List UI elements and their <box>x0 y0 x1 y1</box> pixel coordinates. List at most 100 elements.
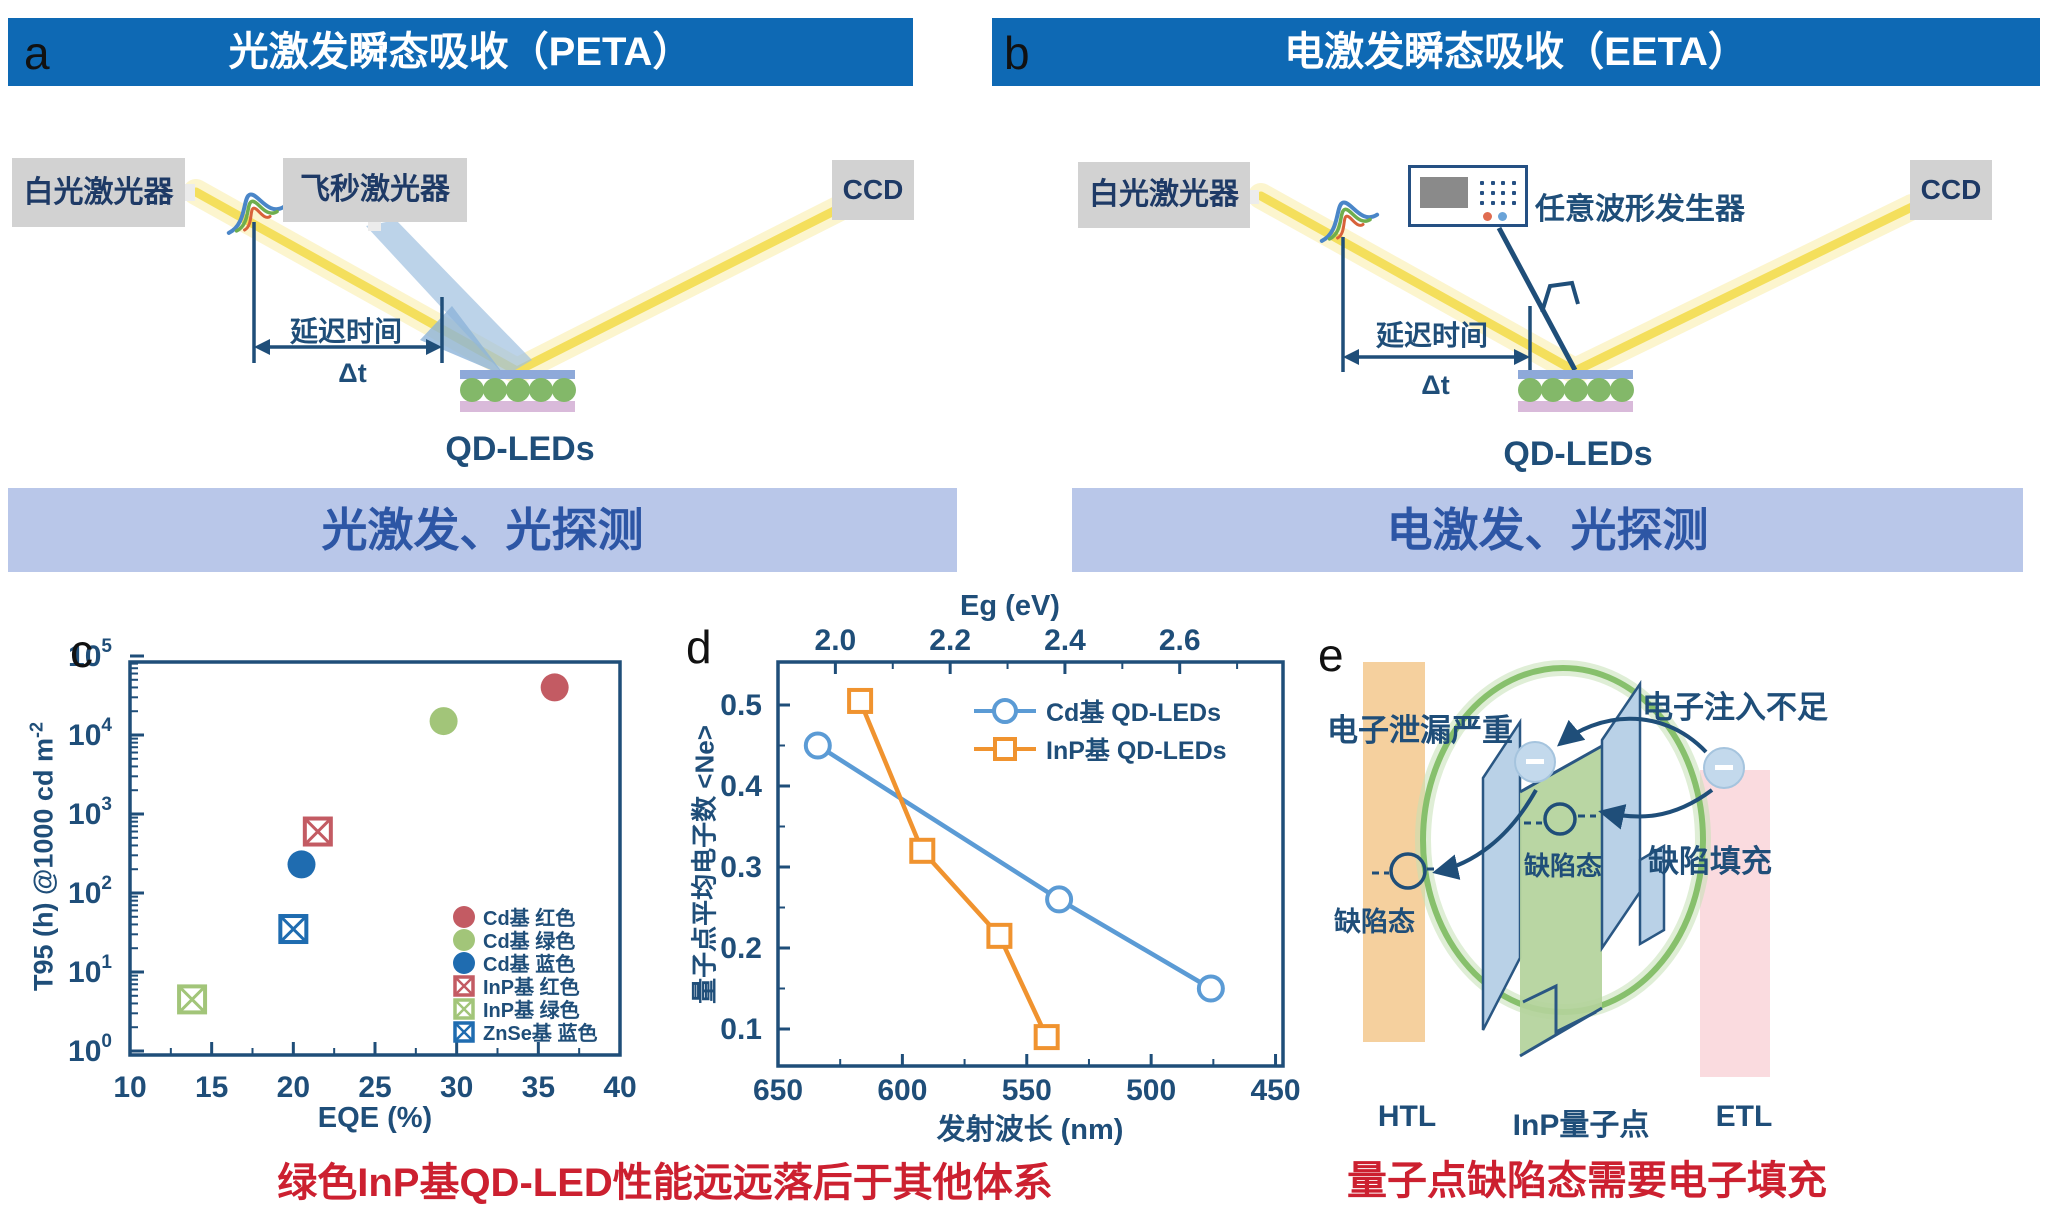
defect-filling-label: 缺陷填充 <box>1648 844 1772 879</box>
chart-d-xtick: 650 <box>753 1074 803 1107</box>
qd-led-label-b: QD-LEDs <box>1503 435 1653 473</box>
data-point <box>429 707 458 736</box>
awg-label: 任意波形发生器 <box>1535 193 1745 226</box>
data-line <box>858 700 1049 1039</box>
chart-d-top-tick: 2.4 <box>1044 624 1086 657</box>
legend-label: InP基 红色 <box>483 977 580 999</box>
ccd-box-b: CCD <box>1910 160 1992 220</box>
chart-c-ytick: 104 <box>68 715 112 752</box>
data-point <box>1045 885 1074 914</box>
chart-d-ytick: 0.5 <box>720 689 762 722</box>
delta-t-label-b: Δt <box>1421 370 1450 400</box>
chart-d-top-tick: 2.6 <box>1159 624 1201 657</box>
electron-leak-label: 电子泄漏严重 <box>1327 713 1513 748</box>
etl-bar <box>1700 770 1770 1077</box>
chart-c-xtick: 25 <box>358 1071 391 1104</box>
crossed-square-marker-icon <box>453 1020 475 1043</box>
white-laser-box-b: 白光激光器 <box>1078 162 1250 228</box>
legend-label: ZnSe基 蓝色 <box>483 1023 598 1045</box>
qd-led-dots-a <box>460 378 576 402</box>
circle-marker-icon <box>453 905 475 928</box>
chart-c-xtick: 15 <box>195 1071 228 1104</box>
chart-d-top-tick: 2.0 <box>815 624 857 657</box>
chart-d <box>776 660 1285 1068</box>
awg-blue-button <box>1498 212 1507 221</box>
chart-d-xtick: 550 <box>1002 1074 1052 1107</box>
chart-c-xtick: 40 <box>603 1071 636 1104</box>
electron-flow-arrows <box>1432 716 1714 880</box>
panel-a-mode-banner: 光激发、光探测 <box>8 488 957 572</box>
white-laser-label-b: 白光激光器 <box>1089 178 1239 211</box>
band-right-step <box>1638 843 1666 947</box>
legend-item: InP基 QD-LEDs <box>972 730 1227 768</box>
legend-item: InP基 红色 <box>452 974 597 999</box>
circle-line-marker-icon <box>974 698 1036 724</box>
fs-laser-aperture <box>368 222 381 231</box>
chart-c-legend: Cd基 红色 Cd基 绿色 Cd基 蓝色 InP基 红色 InP基 绿色 ZnSe基 蓝色 <box>452 905 598 1045</box>
ccd-label-a: CCD <box>842 174 904 205</box>
panel-b-title-banner: 电激发瞬态吸收（EETA） <box>992 18 2040 86</box>
panel-a-title-banner: 光激发瞬态吸收（PETA） <box>8 18 913 86</box>
band-step <box>1522 983 1597 1035</box>
panel-c-caption: 绿色InP基QD-LED性能远远落后于其他体系 <box>277 1161 1053 1205</box>
panel-d-letter: d <box>686 621 712 673</box>
chart-d-xlabel: 发射波长 (nm) <box>936 1114 1124 1146</box>
panel-a-title: 光激发瞬态吸收（PETA） <box>228 30 693 74</box>
pulse-icon-b <box>1319 200 1380 243</box>
data-point <box>540 673 569 702</box>
delay-lines-b <box>1341 237 1532 372</box>
chart-d-ytick: 0.2 <box>720 932 762 965</box>
qd-led-bottom-electrode-b <box>1518 401 1633 412</box>
panel-c-letter: c <box>70 625 93 677</box>
panel-e-diagram <box>1363 660 1770 1077</box>
chart-d-xtick: 600 <box>877 1074 927 1107</box>
defect-state-mid <box>1524 802 1596 836</box>
delay-time-label-a: 延迟时间 <box>290 316 403 347</box>
legend-item: Cd基 蓝色 <box>452 951 597 976</box>
circle-marker-icon <box>453 928 475 951</box>
legend-item: ZnSe基 蓝色 <box>452 1020 598 1045</box>
chart-d-top-xlabel: Eg (eV) <box>960 590 1060 622</box>
fs-laser-label: 飞秒激光器 <box>300 173 450 206</box>
white-laser-label-a: 白光激光器 <box>23 176 174 209</box>
defect-state-label-mid: 缺陷态 <box>1524 851 1603 881</box>
chart-d-xtick: 450 <box>1251 1074 1301 1107</box>
chart-c-xlabel: EQE (%) <box>317 1102 433 1134</box>
legend-label: Cd基 QD-LEDs <box>1046 699 1222 727</box>
laser-aperture-b <box>1250 190 1259 204</box>
qd-led-top-electrode-a <box>460 370 575 379</box>
legend-label: InP基 绿色 <box>483 1000 580 1022</box>
crossed-square-marker-icon <box>453 974 475 997</box>
panel-a-letter: a <box>24 27 50 79</box>
qd-led-device-a <box>460 370 576 412</box>
qd-led-device-b <box>1518 370 1634 412</box>
panel-b-mode-banner: 电激发、光探测 <box>1072 488 2023 572</box>
awg-instrument <box>1408 165 1528 227</box>
pulse-icon-a <box>226 192 287 235</box>
panel-a-mode-text: 光激发、光探测 <box>321 504 644 556</box>
awg-wire <box>1496 226 1580 372</box>
data-point <box>847 687 874 714</box>
panel-b-mode-text: 电激发、光探测 <box>1386 504 1709 556</box>
legend-label: Cd基 红色 <box>483 908 576 930</box>
chart-d-ytick: 0.3 <box>720 851 762 884</box>
legend-item: Cd基 QD-LEDs <box>972 692 1227 730</box>
qd-led-label-a: QD-LEDs <box>445 430 595 468</box>
chart-c <box>128 654 622 1057</box>
chart-c-ytick: 101 <box>68 952 112 989</box>
circle-marker-icon <box>453 951 475 974</box>
chart-d-ytick: 0.4 <box>720 770 762 803</box>
legend-label: Cd基 绿色 <box>483 931 576 953</box>
fs-laser-box: 飞秒激光器 <box>283 158 467 222</box>
legend-item: Cd基 红色 <box>452 905 597 930</box>
etl-label: ETL <box>1715 1100 1773 1133</box>
chart-c-xtick: 35 <box>522 1071 555 1104</box>
panel-e-letter: e <box>1318 629 1344 681</box>
chart-c-ytick: 102 <box>68 873 112 910</box>
awg-screen <box>1420 177 1468 208</box>
panel-e-caption: 量子点缺陷态需要电子填充 <box>1347 1159 1827 1203</box>
defect-state-label-left: 缺陷态 <box>1334 907 1415 937</box>
legend-item: Cd基 绿色 <box>452 928 597 953</box>
delay-time-label-b: 延迟时间 <box>1376 320 1489 351</box>
chart-c-xtick: 10 <box>113 1071 146 1104</box>
